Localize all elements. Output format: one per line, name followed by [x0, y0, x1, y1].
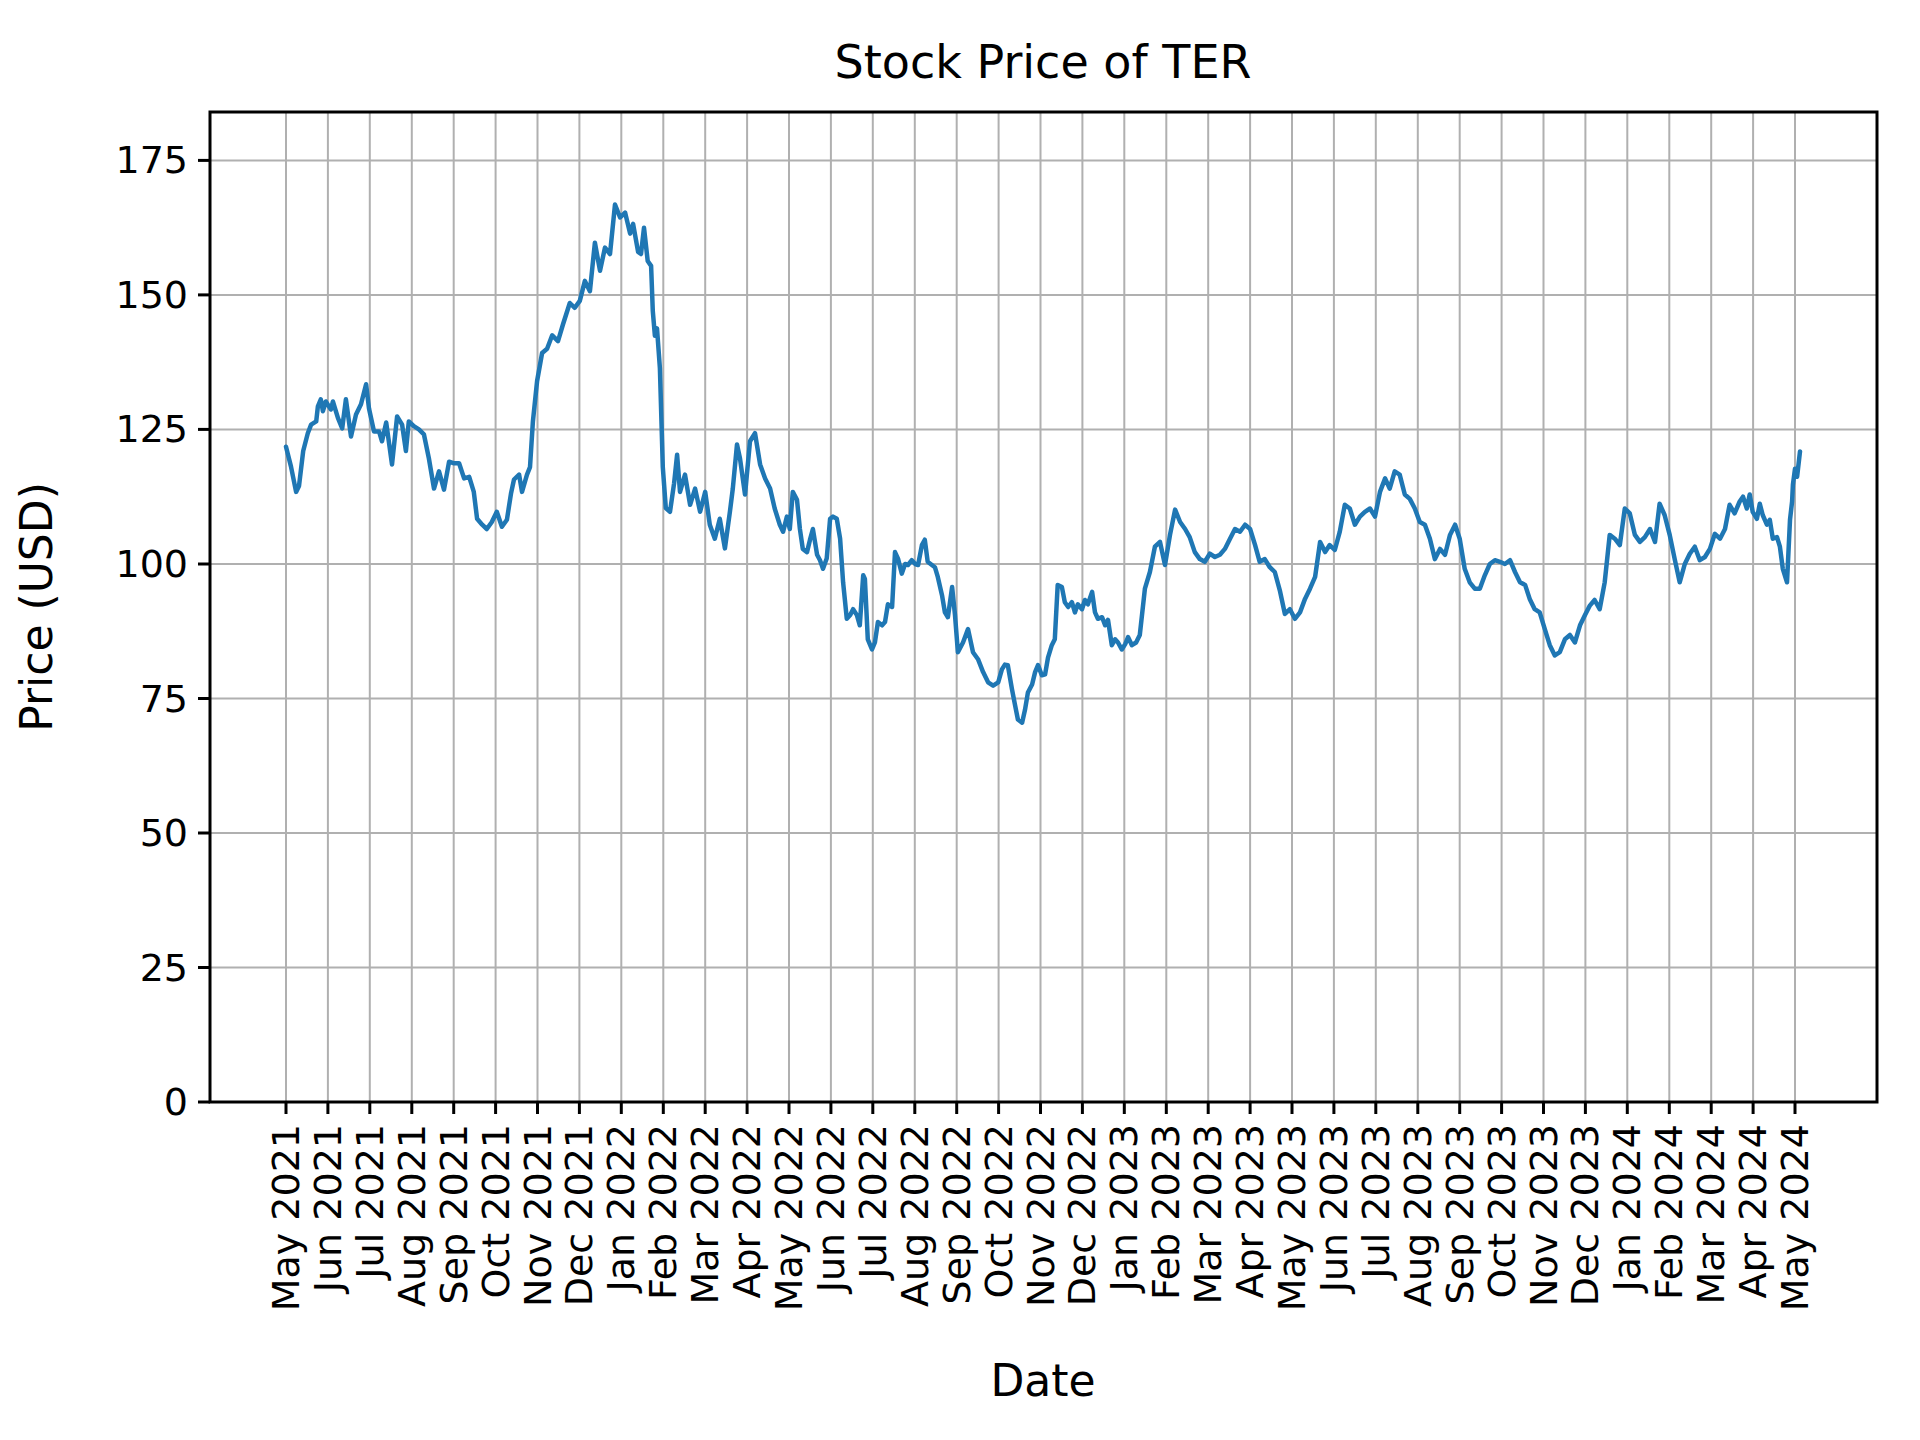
x-tick-label: Aug 2021: [390, 1124, 434, 1307]
x-tick-label: Jun 2022: [809, 1124, 853, 1294]
x-tick-label: Jun 2023: [1312, 1124, 1356, 1294]
x-tick-label: Nov 2022: [1019, 1124, 1063, 1307]
x-axis-ticks: May 2021Jun 2021Jul 2021Aug 2021Sep 2021…: [264, 1102, 1817, 1311]
y-tick-label: 25: [140, 946, 188, 990]
y-axis-label: Price (USD): [11, 482, 62, 732]
x-tick-label: Mar 2022: [683, 1124, 727, 1304]
x-tick-label: Oct 2022: [977, 1124, 1021, 1299]
chart-title: Stock Price of TER: [835, 35, 1252, 89]
x-tick-label: Jan 2024: [1605, 1124, 1649, 1293]
x-tick-label: Apr 2024: [1731, 1124, 1775, 1299]
x-tick-label: Aug 2022: [893, 1124, 937, 1307]
x-tick-label: Sep 2022: [935, 1124, 979, 1304]
x-tick-label: May 2023: [1270, 1124, 1314, 1311]
x-tick-label: Feb 2023: [1144, 1124, 1188, 1300]
x-tick-label: Jul 2023: [1354, 1124, 1398, 1281]
x-tick-label: Feb 2024: [1647, 1124, 1691, 1300]
x-tick-label: Dec 2021: [557, 1124, 601, 1306]
x-tick-label: Oct 2023: [1480, 1124, 1524, 1299]
y-tick-label: 100: [115, 542, 188, 586]
y-tick-label: 150: [115, 273, 188, 317]
x-tick-label: Dec 2022: [1060, 1124, 1104, 1306]
x-tick-label: Apr 2022: [725, 1124, 769, 1299]
chart-canvas: 0255075100125150175 May 2021Jun 2021Jul …: [0, 0, 1920, 1440]
x-axis-label: Date: [990, 1355, 1095, 1406]
x-tick-label: Jan 2023: [1102, 1124, 1146, 1293]
x-tick-label: Mar 2024: [1689, 1124, 1733, 1304]
x-tick-label: Sep 2021: [432, 1124, 476, 1304]
x-tick-label: Feb 2022: [641, 1124, 685, 1300]
x-tick-label: Aug 2023: [1396, 1124, 1440, 1307]
x-tick-label: Jul 2021: [348, 1124, 392, 1281]
x-tick-label: Oct 2021: [474, 1124, 518, 1299]
x-tick-label: May 2021: [264, 1124, 308, 1311]
x-tick-label: Jul 2022: [851, 1124, 895, 1281]
y-tick-label: 50: [140, 811, 188, 855]
x-tick-label: Sep 2023: [1438, 1124, 1482, 1304]
x-tick-label: Mar 2023: [1186, 1124, 1230, 1304]
y-tick-label: 0: [164, 1080, 188, 1124]
x-tick-label: Nov 2021: [516, 1124, 560, 1307]
figure: 0255075100125150175 May 2021Jun 2021Jul …: [0, 0, 1920, 1440]
y-tick-label: 175: [115, 138, 188, 182]
x-tick-label: Nov 2023: [1522, 1124, 1566, 1307]
y-tick-label: 125: [115, 407, 188, 451]
x-tick-label: May 2022: [767, 1124, 811, 1311]
x-tick-label: Apr 2023: [1228, 1124, 1272, 1299]
y-tick-label: 75: [140, 677, 188, 721]
x-tick-label: Jun 2021: [306, 1124, 350, 1294]
x-tick-label: Jan 2022: [599, 1124, 643, 1293]
x-tick-label: Dec 2023: [1563, 1124, 1607, 1306]
x-tick-label: May 2024: [1773, 1124, 1817, 1311]
